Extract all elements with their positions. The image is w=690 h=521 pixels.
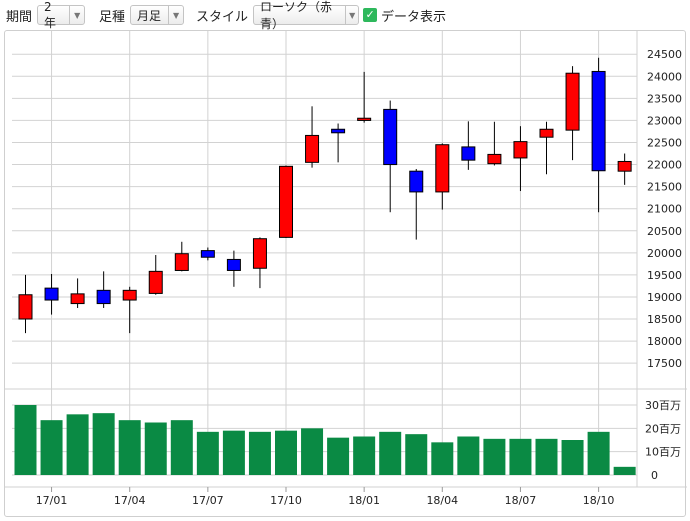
volume-bar xyxy=(275,430,297,475)
price-tick-label: 23000 xyxy=(647,114,682,127)
x-tick-label: 18/07 xyxy=(505,494,537,507)
volume-bar xyxy=(301,428,324,475)
price-tick-label: 20000 xyxy=(647,247,682,260)
toolbar: 期間 2年 ▼ 足種 月足 ▼ スタイル ローソク（赤青） ▼ ✓ データ表示 xyxy=(0,0,690,31)
price-tick-label: 19500 xyxy=(647,269,682,282)
candle-body xyxy=(252,238,267,269)
show-data-checkbox[interactable]: ✓ xyxy=(363,8,378,22)
volume-bar xyxy=(170,420,193,475)
chevron-down-icon: ▼ xyxy=(69,6,84,24)
volume-bar xyxy=(613,466,636,475)
price-tick-label: 18000 xyxy=(647,335,682,348)
volume-bar xyxy=(196,431,219,475)
chevron-down-icon: ▼ xyxy=(168,6,183,24)
bar-type-dropdown[interactable]: 月足 ▼ xyxy=(130,5,185,25)
x-tick-label: 17/07 xyxy=(192,494,224,507)
price-tick-label: 21500 xyxy=(647,181,682,194)
volume-tick-label: 30百万 xyxy=(645,399,681,412)
bar-type-label: 足種 xyxy=(99,9,126,25)
style-value: ローソク（赤青） xyxy=(260,0,333,31)
price-tick-label: 18500 xyxy=(647,313,682,326)
x-tick-label: 17/01 xyxy=(36,494,68,507)
volume-bar xyxy=(248,431,271,475)
candlestick-chart: 17500 18000 18500 19000 19500 20000 20500 21000… xyxy=(5,31,687,507)
candle-body xyxy=(461,146,476,161)
candle-body xyxy=(617,160,632,172)
volume-bar xyxy=(561,440,584,475)
period-dropdown[interactable]: 2年 ▼ xyxy=(37,0,86,30)
candle-body xyxy=(305,134,320,163)
x-tick-label: 17/04 xyxy=(114,494,146,507)
price-tick-label: 22500 xyxy=(647,136,682,149)
volume-bar xyxy=(431,442,454,475)
volume-bar xyxy=(14,405,37,475)
candle-body xyxy=(200,250,215,258)
candle-body xyxy=(122,289,137,301)
candle-body xyxy=(226,258,241,271)
candle-body xyxy=(331,128,346,134)
volume-bar xyxy=(353,436,376,475)
x-tick-label: 18/04 xyxy=(426,494,458,507)
volume-bar xyxy=(222,430,245,475)
volume-bar xyxy=(327,437,350,475)
candle-body xyxy=(409,170,424,193)
x-tick-label: 17/10 xyxy=(270,494,302,507)
volume-bar xyxy=(405,434,428,475)
volume-bar xyxy=(535,438,558,475)
volume-bar xyxy=(587,431,610,475)
candle-body xyxy=(96,289,111,305)
candle-body xyxy=(148,270,163,294)
volume-tick-label: 0 xyxy=(651,469,658,482)
candle-body xyxy=(435,144,450,193)
candle-body xyxy=(279,165,293,238)
volume-bar xyxy=(92,413,115,475)
show-data-label: データ表示 xyxy=(381,9,447,25)
price-tick-label: 17500 xyxy=(647,357,682,370)
price-tick-label: 22000 xyxy=(647,159,682,172)
period-value: 2年 xyxy=(44,0,57,30)
candle-body xyxy=(539,128,554,138)
x-tick-label: 18/01 xyxy=(348,494,380,507)
candle-body xyxy=(513,141,528,159)
volume-bar xyxy=(457,436,480,475)
price-tick-label: 20500 xyxy=(647,225,682,238)
price-tick-label: 19000 xyxy=(647,291,682,304)
chevron-down-icon: ▼ xyxy=(345,6,358,24)
volume-bar xyxy=(40,420,63,475)
price-tick-label: 24500 xyxy=(647,48,682,61)
price-tick-label: 21000 xyxy=(647,203,682,216)
chart-frame: 17500 18000 18500 19000 19500 20000 20500 21000… xyxy=(4,30,687,517)
candle-body xyxy=(18,294,33,320)
style-dropdown[interactable]: ローソク（赤青） ▼ xyxy=(253,0,360,31)
volume-tick-label: 10百万 xyxy=(645,446,681,459)
volume-tick-label: 20百万 xyxy=(645,422,681,435)
volume-bar xyxy=(483,438,506,475)
volume-bar xyxy=(509,438,532,475)
x-tick-label: 18/10 xyxy=(583,494,615,507)
price-tick-label: 24000 xyxy=(647,70,682,83)
style-label: スタイル xyxy=(196,9,249,25)
candle-body xyxy=(383,108,398,166)
candle-body xyxy=(487,153,502,165)
price-tick-label: 23500 xyxy=(647,92,682,105)
candle-body xyxy=(44,287,59,301)
bar-type-value: 月足 xyxy=(137,8,162,23)
candle-body xyxy=(565,72,580,131)
candle-body xyxy=(70,293,85,305)
candle-body xyxy=(357,117,372,121)
volume-bar xyxy=(379,431,402,475)
period-label: 期間 xyxy=(6,9,33,25)
volume-bar xyxy=(144,422,167,475)
candle-body xyxy=(174,253,189,271)
candle-body xyxy=(591,70,606,172)
volume-bar xyxy=(118,420,141,475)
volume-bar xyxy=(66,414,89,475)
